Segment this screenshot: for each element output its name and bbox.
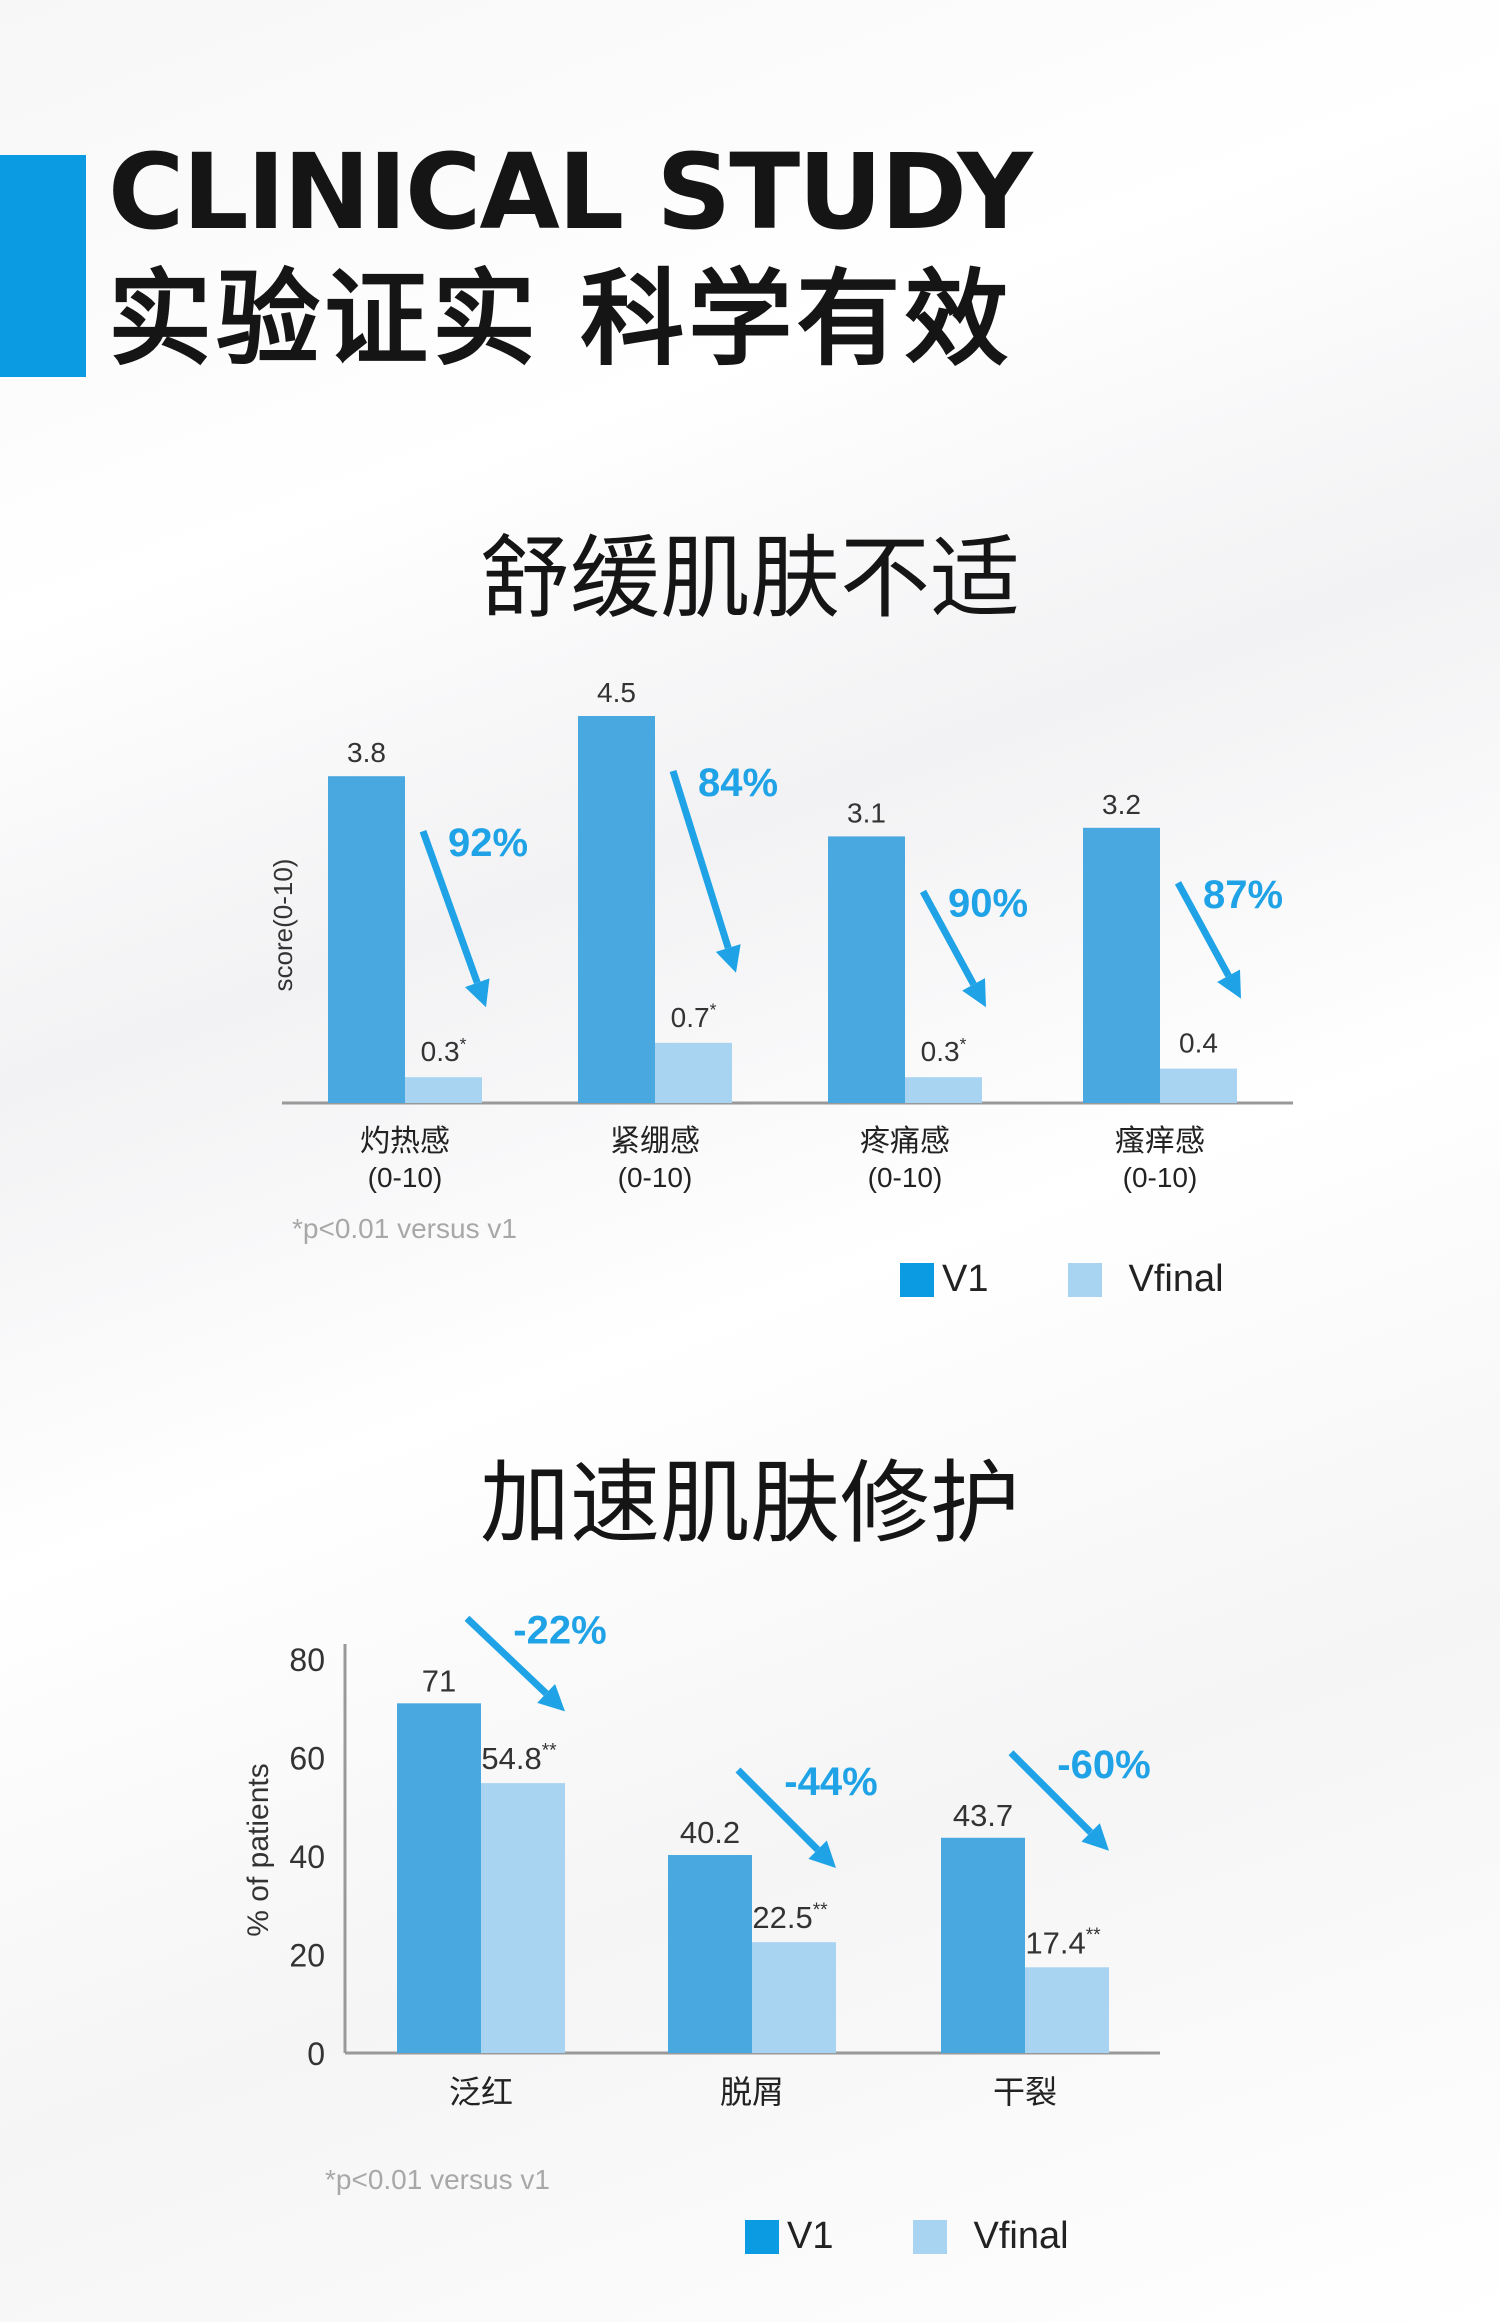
legend-v1-swatch: [900, 1262, 934, 1297]
reduction-arrow-shaft: [419, 830, 481, 984]
category-label: 灼热感: [360, 1125, 450, 1158]
section2-title: 加速肌肤修护: [480, 1451, 1020, 1556]
category-label: 瘙痒感: [1115, 1125, 1205, 1158]
legend-v1: V1: [900, 1258, 988, 1301]
category-label: 干裂: [993, 2074, 1057, 2110]
bar-vfinal: [752, 1942, 836, 2053]
section2-legend: V1 Vfinal: [745, 2215, 1149, 2258]
reduction-label: 84%: [698, 761, 778, 805]
reduction-label: -22%: [513, 1608, 606, 1652]
category-sublabel: (0-10): [368, 1162, 443, 1193]
data-label-vfinal: 54.8**: [481, 1741, 557, 1776]
bar-vfinal: [1160, 1068, 1237, 1103]
section1-legend: V1 Vfinal: [900, 1258, 1304, 1301]
page-title-en: CLINICAL STUDY: [108, 131, 1033, 253]
section2-footnote: *p<0.01 versus v1: [325, 2164, 550, 2195]
section1-footnote: *p<0.01 versus v1: [292, 1213, 517, 1244]
reduction-arrow-head: [537, 1683, 565, 1712]
reduction-arrow-shaft: [464, 1615, 549, 1696]
reduction-label: 87%: [1203, 873, 1283, 917]
data-label-v1: 43.7: [953, 1798, 1013, 1833]
repair-chart: 0 20 40 60 80 % of patients 71 54.8** 泛红 -22% 40.2…: [242, 1608, 1160, 2110]
legend-vfinal: Vfinal: [1068, 1258, 1224, 1301]
reduction-label: 92%: [448, 821, 528, 865]
y-axis-label: score(0-10): [268, 859, 298, 992]
reduction-arrow-shaft: [669, 769, 732, 950]
soothing-chart: score(0-10) 3.8 0.3* 灼热感 (0-10) 92% 4.5 0.7* 紧绷感…: [268, 677, 1293, 1193]
data-label-v1: 3.2: [1102, 789, 1141, 820]
data-label-v1: 3.8: [347, 737, 386, 768]
category-sublabel: (0-10): [618, 1162, 693, 1193]
data-label-vfinal: 0.3*: [921, 1034, 967, 1067]
reduction-arrow-head: [808, 1840, 836, 1869]
data-label-vfinal: 0.7*: [671, 1000, 717, 1033]
legend2-vfinal-swatch: [913, 2219, 948, 2254]
legend-v1-label: V1: [942, 1258, 989, 1300]
section1-title: 舒缓肌肤不适: [480, 526, 1020, 631]
reduction-label: -44%: [784, 1760, 877, 1804]
data-label-vfinal: 0.4: [1179, 1028, 1218, 1059]
y-tick-label: 60: [289, 1741, 325, 1777]
bar-v1: [1083, 827, 1160, 1103]
category-label: 疼痛感: [860, 1125, 950, 1158]
legend-vfinal-label: Vfinal: [1128, 1258, 1224, 1300]
category-sublabel: (0-10): [1123, 1162, 1198, 1193]
data-label-vfinal: 22.5**: [752, 1900, 828, 1935]
bar-v1: [328, 776, 405, 1103]
reduction-arrow-head: [1081, 1823, 1109, 1851]
y-tick-label: 0: [307, 2036, 325, 2072]
category-label: 紧绷感: [610, 1125, 700, 1158]
page-title-cn: 实验证实 科学有效: [108, 258, 1013, 380]
data-label-v1: 40.2: [680, 1815, 740, 1850]
bar-vfinal: [655, 1042, 732, 1103]
legend2-vfinal: Vfinal: [913, 2215, 1069, 2258]
bar-vfinal: [405, 1077, 482, 1103]
data-label-v1: 4.5: [597, 677, 636, 708]
category-label: 脱屑: [720, 2074, 784, 2110]
y-axis-label: % of patients: [242, 1763, 275, 1936]
reduction-arrow-head: [715, 944, 741, 973]
data-label-v1: 71: [422, 1663, 456, 1698]
legend2-v1-swatch: [745, 2219, 779, 2254]
reduction-arrow-shaft: [735, 1767, 821, 1853]
y-tick-label: 40: [289, 1839, 325, 1875]
data-label-v1: 3.1: [847, 797, 886, 828]
reduction-arrow-shaft: [919, 889, 977, 987]
category-label: 泛红: [449, 2074, 513, 2110]
bar-v1: [941, 1837, 1025, 2053]
reduction-arrow-head: [962, 978, 986, 1008]
bar-vfinal: [905, 1077, 982, 1103]
bar-v1: [668, 1855, 752, 2053]
legend2-v1: V1: [745, 2215, 833, 2258]
reduction-arrow-shaft: [1174, 881, 1232, 978]
data-label-vfinal: 17.4**: [1025, 1925, 1101, 1960]
accent-bar: [0, 155, 86, 377]
bar-v1: [828, 836, 905, 1103]
reduction-arrow-shaft: [1008, 1750, 1094, 1835]
reduction-arrow-head: [464, 978, 490, 1008]
y-tick-label: 20: [289, 1938, 325, 1974]
bar-vfinal: [481, 1783, 565, 2053]
legend2-vfinal-label: Vfinal: [973, 2215, 1069, 2257]
bar-vfinal: [1025, 1967, 1109, 2053]
category-sublabel: (0-10): [868, 1162, 943, 1193]
legend2-v1-label: V1: [787, 2215, 834, 2257]
legend-vfinal-swatch: [1068, 1262, 1103, 1297]
reduction-label: -60%: [1057, 1743, 1150, 1787]
bar-v1: [578, 716, 655, 1103]
y-tick-label: 80: [289, 1642, 325, 1678]
bar-v1: [397, 1703, 481, 2053]
reduction-arrow-head: [1217, 969, 1241, 999]
data-label-vfinal: 0.3*: [421, 1034, 467, 1067]
reduction-label: 90%: [948, 881, 1028, 925]
